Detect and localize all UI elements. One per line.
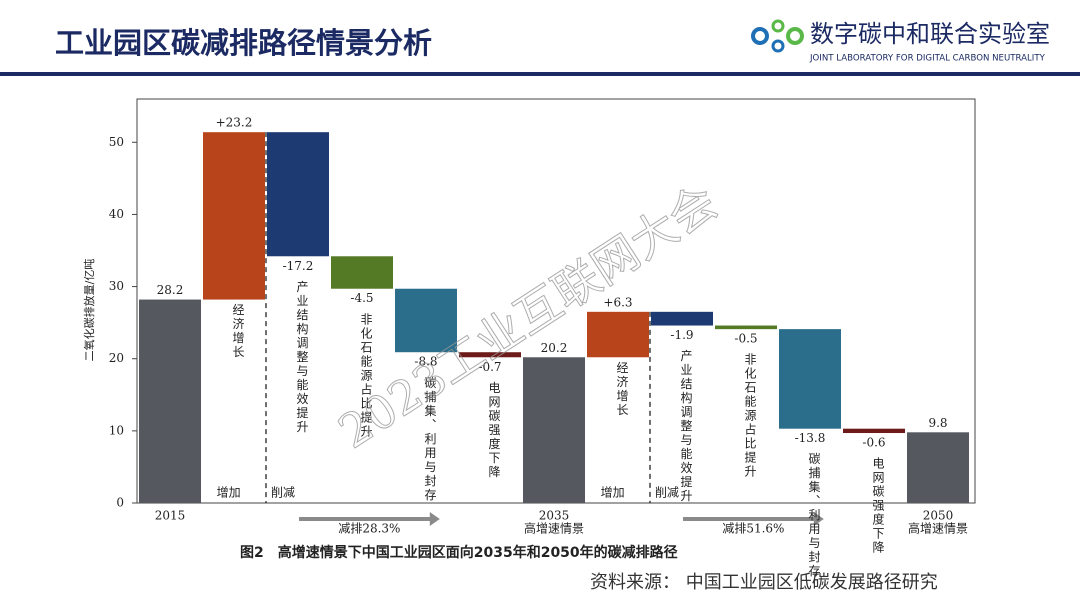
scenario-label: 高增速情景 — [908, 521, 968, 536]
reduction-label: 减排51.6% — [722, 522, 784, 536]
reduction-label: 减排28.3% — [338, 522, 400, 536]
x-tick-label: 经济增长 — [231, 303, 245, 359]
decrease-label: 削减 — [271, 486, 295, 500]
bar — [651, 311, 713, 326]
x-tick-label: 非化石能源占比提升 — [743, 353, 757, 479]
y-tick-label: 20 — [109, 351, 124, 365]
x-tick-label: 产业结构调整与能效提升 — [679, 349, 693, 503]
reduction-arrow — [299, 512, 440, 526]
value-label: -0.5 — [734, 332, 757, 346]
scenario-label: 高增速情景 — [524, 521, 584, 536]
x-tick-label: 碳捕集、利用与封存 — [423, 376, 437, 502]
x-tick-label: 电网碳强度下降 — [487, 381, 501, 479]
y-tick-label: 30 — [109, 279, 124, 293]
bar — [395, 288, 457, 353]
value-label: -17.2 — [283, 259, 314, 273]
x-tick-label: 经济增长 — [615, 361, 629, 417]
reduction-arrow — [683, 512, 824, 526]
bar — [203, 132, 265, 300]
slide-title: 工业园区碳减排路径情景分析 — [55, 26, 432, 60]
x-tick-label: 碳捕集、利用与封存 — [807, 452, 821, 578]
y-tick-label: 50 — [109, 135, 124, 149]
x-tick-label: 非化石能源占比提升 — [359, 312, 373, 438]
y-tick-label: 10 — [109, 423, 124, 437]
bar — [715, 325, 777, 330]
bar — [907, 432, 969, 503]
bar — [139, 299, 201, 503]
source: 资料来源： 中国工业园区低碳发展路径研究 — [590, 572, 938, 593]
decrease-label: 削减 — [655, 486, 679, 500]
bar — [523, 357, 585, 503]
logo-icon — [751, 19, 804, 53]
bar — [779, 329, 841, 429]
x-tick-label: 2035 — [539, 509, 570, 523]
caption: 图2 高增速情景下中国工业园区面向2035年和2050年的碳减排路径 — [240, 544, 678, 561]
value-label: 9.8 — [928, 416, 947, 430]
header-rule — [0, 72, 1080, 76]
value-label: -4.5 — [350, 291, 373, 305]
logo-name: 数字碳中和联合实验室 — [810, 20, 1050, 48]
value-label: -0.7 — [478, 360, 501, 374]
value-label: 20.2 — [541, 341, 568, 355]
value-label: -13.8 — [795, 431, 826, 445]
bar — [459, 352, 521, 358]
value-label: +6.3 — [603, 295, 632, 309]
x-tick-label: 产业结构调整与能效提升 — [295, 280, 309, 434]
x-tick-label: 2050 — [923, 509, 954, 523]
x-tick-label: 2015 — [155, 509, 186, 523]
value-label: -1.9 — [670, 328, 693, 342]
x-tick-label: 电网碳强度下降 — [871, 457, 885, 555]
value-label: -8.8 — [414, 355, 437, 369]
bar — [331, 256, 393, 289]
y-tick-label: 40 — [109, 207, 124, 221]
increase-label: 增加 — [217, 486, 241, 500]
bar — [843, 428, 905, 434]
y-tick-label: 0 — [116, 496, 124, 510]
logo-subtitle: JOINT LABORATORY FOR DIGITAL CARBON NEUT… — [809, 54, 1046, 64]
value-label: 28.2 — [157, 283, 184, 297]
y-axis-label: 二氧化碳排放量/亿吨 — [82, 259, 96, 362]
value-label: -0.6 — [862, 436, 885, 450]
value-label: +23.2 — [216, 116, 253, 130]
bar — [267, 132, 329, 257]
increase-label: 增加 — [601, 486, 625, 500]
bar — [587, 311, 649, 358]
